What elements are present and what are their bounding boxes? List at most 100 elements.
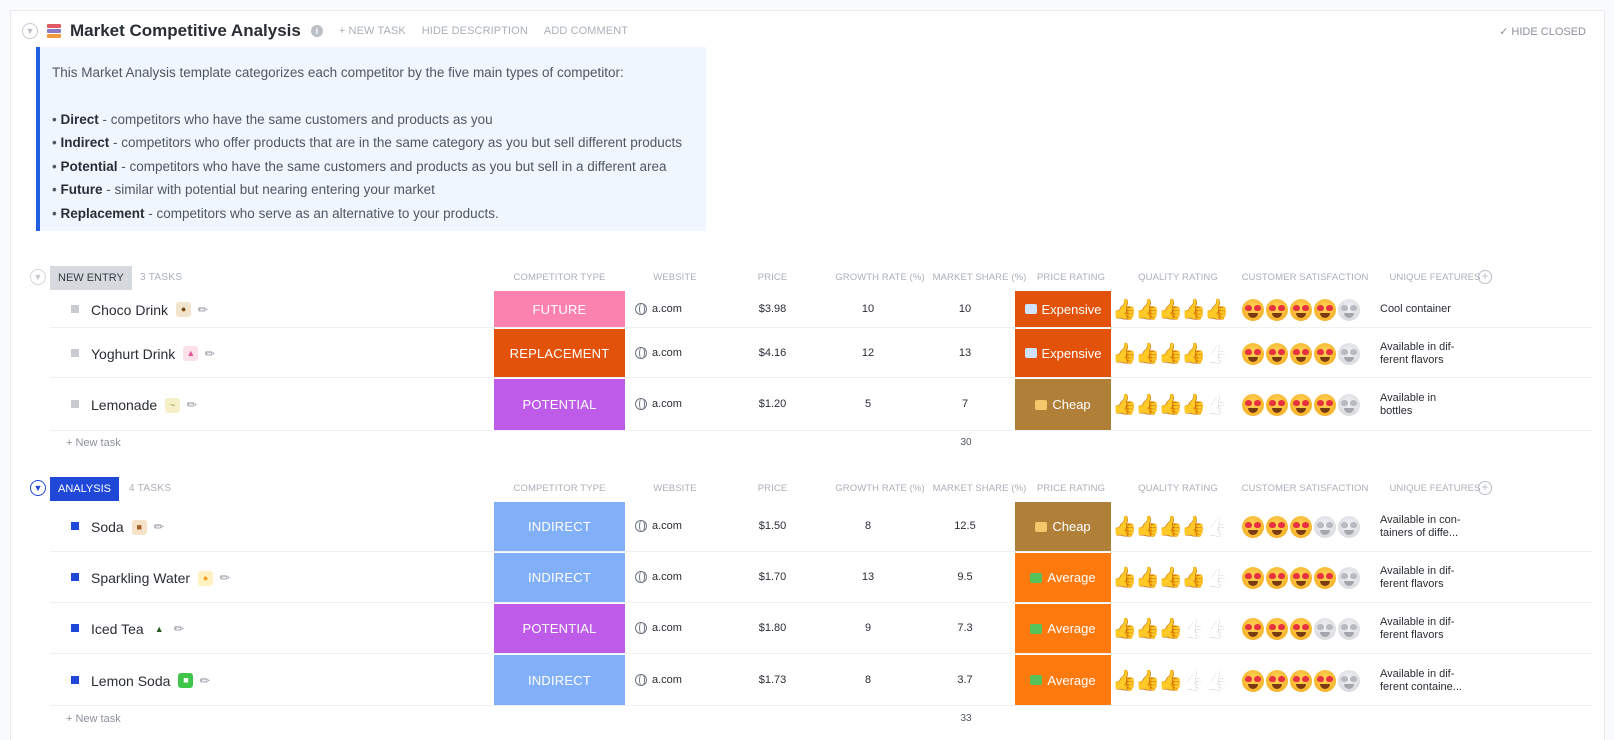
competitor-type-cell[interactable]: POTENTIAL xyxy=(494,379,625,430)
price-rating-cell[interactable]: Cheap xyxy=(1015,379,1111,430)
thumbs-up-icon[interactable]: 👍 xyxy=(1112,394,1137,416)
quality-rating[interactable]: 👍 👍 👍 👍 👍 xyxy=(1112,567,1229,589)
unique-features-cell[interactable]: Available in con-tainers of diffe... xyxy=(1380,514,1480,540)
website-link[interactable]: a.com xyxy=(652,622,682,634)
heart-eyes-icon[interactable] xyxy=(1338,567,1360,589)
competitor-type-cell[interactable]: POTENTIAL xyxy=(494,604,625,653)
thumbs-up-icon[interactable]: 👍 xyxy=(1112,298,1137,321)
group-status-badge[interactable]: ANALYSIS xyxy=(50,477,119,501)
task-name-text[interactable]: Choco Drink xyxy=(91,301,169,318)
column-header[interactable]: WEBSITE xyxy=(653,272,697,283)
table-row[interactable]: Yoghurt Drink ▲ ✐ REPLACEMENT a.com $4.16 12 13… xyxy=(50,329,1592,378)
thumbs-up-icon[interactable]: 👍 xyxy=(1181,516,1206,538)
unique-features-cell[interactable]: Available in dif-ferent flavors xyxy=(1380,565,1480,591)
task-status-square[interactable] xyxy=(71,675,79,684)
price-rating-cell[interactable]: Expensive xyxy=(1015,291,1111,327)
column-header[interactable]: GROWTH RATE (%) xyxy=(835,483,925,494)
heart-eyes-icon[interactable] xyxy=(1338,394,1360,416)
column-header[interactable]: UNIQUE FEATURES xyxy=(1389,483,1481,494)
heart-eyes-icon[interactable] xyxy=(1314,567,1336,589)
heart-eyes-icon[interactable] xyxy=(1314,669,1336,692)
website-cell[interactable]: a.com xyxy=(635,302,682,315)
thumbs-up-icon[interactable]: 👍 xyxy=(1204,567,1229,589)
heart-eyes-icon[interactable] xyxy=(1314,298,1336,321)
website-link[interactable]: a.com xyxy=(652,673,682,686)
heart-eyes-icon[interactable] xyxy=(1290,342,1312,365)
quality-rating[interactable]: 👍 👍 👍 👍 👍 xyxy=(1112,298,1229,321)
website-cell[interactable]: a.com xyxy=(635,398,682,410)
heart-eyes-icon[interactable] xyxy=(1290,298,1312,321)
column-header[interactable]: GROWTH RATE (%) xyxy=(835,272,925,283)
attachment-icon[interactable]: ✐ xyxy=(182,396,200,414)
new-task-link[interactable]: + New task xyxy=(66,437,121,449)
growth-rate-cell[interactable]: 9 xyxy=(864,622,872,634)
thumbs-up-icon[interactable]: 👍 xyxy=(1181,298,1206,321)
website-cell[interactable]: a.com xyxy=(635,346,682,359)
thumbs-up-icon[interactable]: 👍 xyxy=(1204,298,1229,321)
thumbs-up-icon[interactable]: 👍 xyxy=(1135,567,1160,589)
growth-rate-cell[interactable]: 13 xyxy=(861,571,875,583)
column-header[interactable]: CUSTOMER SATISFACTION xyxy=(1241,272,1369,283)
heart-eyes-icon[interactable] xyxy=(1290,567,1312,589)
collapse-group-icon[interactable]: ▼ xyxy=(30,269,46,285)
heart-eyes-icon[interactable] xyxy=(1242,618,1264,640)
task-name[interactable]: Yoghurt Drink ▲ ✐ xyxy=(91,345,218,363)
heart-eyes-icon[interactable] xyxy=(1338,618,1360,640)
heart-eyes-icon[interactable] xyxy=(1266,516,1288,538)
customer-satisfaction[interactable] xyxy=(1242,669,1362,692)
column-header[interactable]: PRICE xyxy=(757,272,788,283)
price-cell[interactable]: $3.98 xyxy=(758,302,787,315)
add-column-icon[interactable]: + xyxy=(1478,481,1492,495)
heart-eyes-icon[interactable] xyxy=(1242,342,1264,365)
customer-satisfaction[interactable] xyxy=(1242,394,1362,416)
price-rating-cell[interactable]: Average xyxy=(1015,553,1111,602)
heart-eyes-icon[interactable] xyxy=(1338,342,1360,365)
add-comment-link[interactable]: ADD COMMENT xyxy=(543,25,629,37)
competitor-type-cell[interactable]: REPLACEMENT xyxy=(494,329,625,377)
thumbs-up-icon[interactable]: 👍 xyxy=(1135,669,1160,692)
task-status-square[interactable] xyxy=(71,304,79,313)
heart-eyes-icon[interactable] xyxy=(1290,669,1312,692)
thumbs-up-icon[interactable]: 👍 xyxy=(1204,618,1229,640)
thumbs-up-icon[interactable]: 👍 xyxy=(1181,669,1206,692)
info-icon[interactable]: i xyxy=(310,25,323,37)
thumbs-up-icon[interactable]: 👍 xyxy=(1158,669,1183,692)
price-cell[interactable]: $1.70 xyxy=(758,571,787,583)
column-header[interactable]: PRICE xyxy=(757,483,788,494)
heart-eyes-icon[interactable] xyxy=(1338,516,1360,538)
quality-rating[interactable]: 👍 👍 👍 👍 👍 xyxy=(1112,342,1229,365)
task-name[interactable]: Soda ■ ✐ xyxy=(91,518,166,536)
heart-eyes-icon[interactable] xyxy=(1266,618,1288,640)
thumbs-up-icon[interactable]: 👍 xyxy=(1204,516,1229,538)
competitor-type-cell[interactable]: INDIRECT xyxy=(494,502,625,551)
price-cell[interactable]: $1.73 xyxy=(758,673,787,686)
website-link[interactable]: a.com xyxy=(652,398,682,410)
task-name[interactable]: Iced Tea ▲ ✐ xyxy=(91,620,187,638)
attachment-icon[interactable]: ✐ xyxy=(169,620,187,638)
price-rating-cell[interactable]: Average xyxy=(1015,604,1111,653)
thumbs-up-icon[interactable]: 👍 xyxy=(1135,394,1160,416)
website-link[interactable]: a.com xyxy=(652,346,682,359)
thumbs-up-icon[interactable]: 👍 xyxy=(1135,298,1160,321)
heart-eyes-icon[interactable] xyxy=(1242,298,1264,321)
website-link[interactable]: a.com xyxy=(652,302,682,315)
task-name[interactable]: Lemonade ~ ✐ xyxy=(91,396,200,414)
price-cell[interactable]: $1.80 xyxy=(758,622,787,634)
attachment-icon[interactable]: ✐ xyxy=(193,300,211,319)
heart-eyes-icon[interactable] xyxy=(1242,516,1264,538)
website-cell[interactable]: a.com xyxy=(635,622,682,634)
growth-rate-cell[interactable]: 8 xyxy=(864,673,872,686)
heart-eyes-icon[interactable] xyxy=(1266,298,1288,321)
price-cell[interactable]: $1.50 xyxy=(758,520,787,532)
heart-eyes-icon[interactable] xyxy=(1338,669,1360,692)
thumbs-up-icon[interactable]: 👍 xyxy=(1135,618,1160,640)
task-status-square[interactable] xyxy=(71,573,79,581)
column-header[interactable]: QUALITY RATING xyxy=(1138,483,1218,494)
market-share-cell[interactable]: 7 xyxy=(961,398,969,410)
attachment-icon[interactable]: ✐ xyxy=(195,671,213,690)
task-name-text[interactable]: Soda xyxy=(91,519,124,535)
thumbs-up-icon[interactable]: 👍 xyxy=(1135,342,1160,365)
thumbs-up-icon[interactable]: 👍 xyxy=(1204,342,1229,365)
task-status-square[interactable] xyxy=(71,522,79,530)
competitor-type-cell[interactable]: INDIRECT xyxy=(494,553,625,602)
